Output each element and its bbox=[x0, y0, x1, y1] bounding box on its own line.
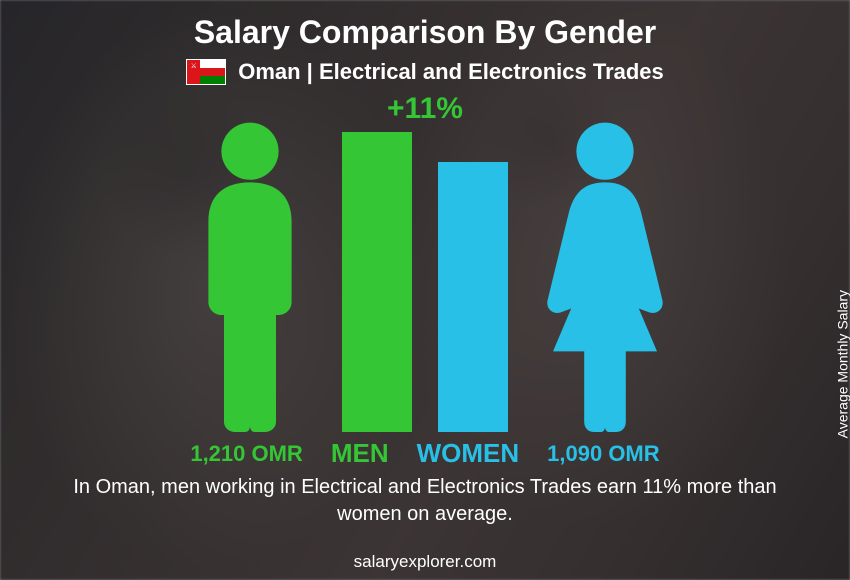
men-value: 1,210 OMR bbox=[190, 441, 303, 467]
bar-men bbox=[342, 132, 412, 432]
flag-stripe-bot bbox=[200, 76, 225, 84]
male-svg bbox=[185, 120, 315, 432]
source-text: salaryexplorer.com bbox=[0, 552, 850, 572]
y-axis-label: Average Monthly Salary bbox=[834, 290, 850, 438]
female-person-icon bbox=[540, 120, 670, 432]
infographic-content: Salary Comparison By Gender ⚔ Oman | Ele… bbox=[0, 0, 850, 580]
subtitle-row: ⚔ Oman | Electrical and Electronics Trad… bbox=[0, 59, 850, 85]
labels-row: 1,210 OMR MEN WOMEN 1,090 OMR bbox=[0, 438, 850, 469]
subtitle-text: Oman | Electrical and Electronics Trades bbox=[238, 59, 664, 85]
page-title: Salary Comparison By Gender bbox=[0, 0, 850, 51]
flag-stripe-mid bbox=[200, 68, 225, 76]
bar-women bbox=[438, 162, 508, 432]
bar-group bbox=[342, 132, 508, 432]
chart-area: +11% bbox=[0, 92, 850, 432]
women-value: 1,090 OMR bbox=[547, 441, 660, 467]
flag-stripe-top bbox=[200, 60, 225, 68]
male-person-icon bbox=[185, 120, 315, 432]
women-label: WOMEN bbox=[417, 438, 520, 469]
difference-label: +11% bbox=[387, 92, 463, 126]
female-svg bbox=[540, 120, 670, 432]
oman-flag-icon: ⚔ bbox=[186, 59, 226, 85]
flag-emblem-icon: ⚔ bbox=[189, 62, 198, 71]
men-label: MEN bbox=[331, 438, 389, 469]
caption-text: In Oman, men working in Electrical and E… bbox=[60, 474, 790, 528]
